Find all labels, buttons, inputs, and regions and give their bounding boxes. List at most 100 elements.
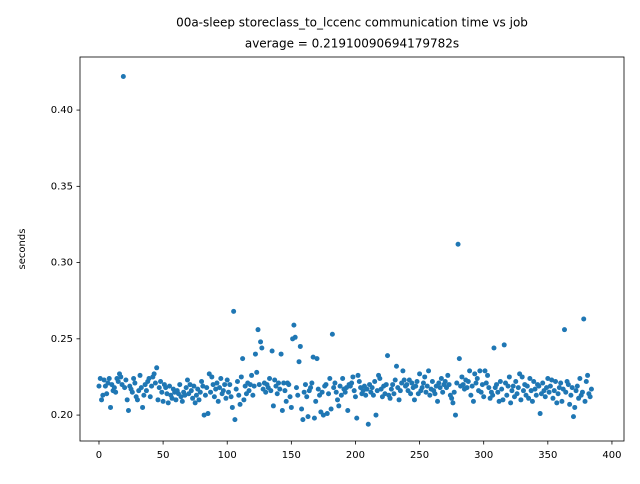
point bbox=[169, 395, 175, 401]
point bbox=[165, 400, 171, 406]
point bbox=[393, 363, 399, 369]
plot-frame bbox=[79, 56, 625, 442]
point bbox=[155, 397, 161, 403]
point bbox=[231, 308, 237, 314]
point bbox=[255, 327, 261, 333]
point bbox=[363, 392, 369, 398]
point bbox=[413, 383, 419, 389]
point bbox=[563, 389, 569, 395]
point bbox=[587, 394, 593, 400]
point bbox=[151, 371, 157, 377]
point bbox=[392, 377, 398, 383]
point bbox=[544, 385, 550, 391]
point bbox=[451, 389, 457, 395]
point bbox=[528, 388, 534, 394]
point bbox=[211, 394, 217, 400]
point bbox=[452, 412, 458, 418]
point bbox=[440, 389, 446, 395]
point bbox=[152, 380, 158, 386]
point bbox=[351, 388, 357, 394]
point bbox=[143, 388, 149, 394]
point bbox=[496, 398, 502, 404]
point bbox=[390, 382, 396, 388]
point bbox=[469, 383, 475, 389]
point bbox=[118, 374, 124, 380]
point bbox=[328, 406, 334, 412]
point bbox=[182, 392, 188, 398]
point bbox=[96, 383, 102, 389]
point bbox=[374, 388, 380, 394]
point bbox=[414, 379, 420, 385]
point bbox=[387, 395, 393, 401]
point bbox=[391, 391, 397, 397]
point bbox=[369, 385, 375, 391]
point bbox=[570, 414, 576, 420]
point bbox=[320, 412, 326, 418]
point bbox=[555, 391, 561, 397]
point bbox=[274, 391, 280, 397]
point bbox=[345, 407, 351, 413]
point bbox=[385, 353, 391, 359]
point bbox=[495, 389, 501, 395]
point bbox=[508, 400, 514, 406]
point bbox=[582, 398, 588, 404]
point bbox=[477, 368, 483, 374]
point bbox=[329, 331, 335, 337]
point bbox=[115, 379, 121, 385]
point bbox=[319, 389, 325, 395]
point bbox=[537, 411, 543, 417]
y-tick-label: 0.30 bbox=[51, 258, 73, 269]
point bbox=[558, 380, 564, 386]
point bbox=[154, 365, 160, 371]
point bbox=[437, 385, 443, 391]
point bbox=[188, 388, 194, 394]
point bbox=[546, 389, 552, 395]
point bbox=[247, 382, 253, 388]
point bbox=[497, 379, 503, 385]
point bbox=[147, 394, 153, 400]
point bbox=[205, 411, 211, 417]
point bbox=[302, 382, 308, 388]
point bbox=[478, 389, 484, 395]
point bbox=[111, 385, 117, 391]
x-tick-label: 350 bbox=[538, 450, 557, 461]
point bbox=[404, 382, 410, 388]
point bbox=[259, 345, 265, 351]
point bbox=[501, 342, 507, 348]
point bbox=[465, 379, 471, 385]
point bbox=[459, 374, 465, 380]
point bbox=[551, 388, 557, 394]
point bbox=[588, 386, 594, 392]
point bbox=[240, 356, 246, 362]
point bbox=[360, 388, 366, 394]
point bbox=[396, 397, 402, 403]
point bbox=[455, 241, 461, 247]
point bbox=[467, 368, 473, 374]
point bbox=[513, 379, 519, 385]
point bbox=[99, 397, 105, 403]
point bbox=[383, 382, 389, 388]
point bbox=[518, 397, 524, 403]
point bbox=[314, 356, 320, 362]
point bbox=[515, 385, 521, 391]
point bbox=[474, 375, 480, 381]
point bbox=[331, 385, 337, 391]
point bbox=[202, 392, 208, 398]
point bbox=[536, 383, 542, 389]
point bbox=[232, 417, 238, 423]
point bbox=[365, 421, 371, 427]
point bbox=[113, 389, 119, 395]
y-axis-label: seconds bbox=[17, 229, 28, 270]
point bbox=[547, 383, 553, 389]
point bbox=[223, 395, 229, 401]
point bbox=[146, 375, 152, 381]
point bbox=[574, 383, 580, 389]
point bbox=[432, 391, 438, 397]
point bbox=[460, 382, 466, 388]
point bbox=[227, 382, 233, 388]
point bbox=[300, 417, 306, 423]
point bbox=[222, 382, 228, 388]
point bbox=[454, 380, 460, 386]
point bbox=[533, 392, 539, 398]
